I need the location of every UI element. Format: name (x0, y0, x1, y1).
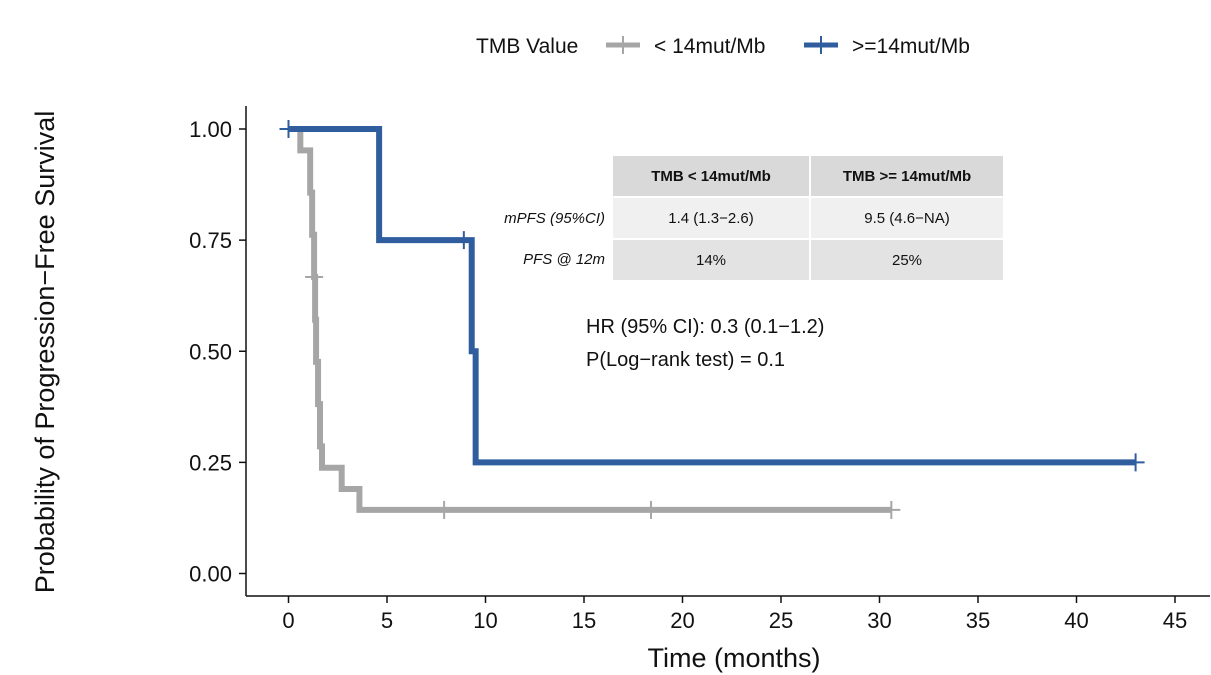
x-tick-label: 5 (381, 608, 393, 633)
table-corner (475, 156, 613, 197)
legend-title: TMB Value (476, 35, 578, 58)
x-tick-label: 15 (572, 608, 596, 633)
x-tick-label: 35 (966, 608, 990, 633)
logrank-p-annotation: P(Log−rank test) = 0.1 (586, 349, 786, 371)
table-cell: 9.5 (4.6−NA) (809, 196, 1003, 239)
y-axis-label: Probability of Progression−Free Survival (30, 111, 60, 593)
x-axis-label: Time (months) (647, 643, 820, 673)
table-cell: 14% (613, 238, 810, 280)
legend-label-series-2: >=14mut/Mb (852, 35, 970, 58)
table-cell: 1.4 (1.3−2.6) (613, 196, 810, 239)
legend: TMB Value < 14mut/Mb >=14mut/Mb (476, 35, 970, 58)
x-tick-label: 45 (1163, 608, 1187, 633)
survival-curve-series-2 (288, 126, 1136, 466)
legend-label-series-1: < 14mut/Mb (654, 35, 765, 58)
table-col-header-2: TMB >= 14mut/Mb (809, 156, 1003, 197)
table-col-header-1: TMB < 14mut/Mb (613, 156, 810, 197)
x-tick-label: 0 (282, 608, 294, 633)
survival-curve-series-1 (288, 126, 892, 513)
survival-curves (279, 120, 1145, 519)
y-tick-label: 0.00 (189, 562, 232, 587)
x-tick-label: 25 (769, 608, 793, 633)
table-cell: 25% (809, 238, 1003, 280)
y-ticks: 0.00 0.25 0.50 0.75 1.00 (189, 117, 246, 587)
table-row: PFS @ 12m 14% 25% (475, 238, 1003, 280)
table-row-label-pfs12: PFS @ 12m (523, 251, 605, 268)
table-row-label-mpfs: mPFS (95%CI) (504, 209, 605, 227)
x-tick-label: 20 (670, 608, 694, 633)
y-tick-label: 0.25 (189, 450, 232, 475)
summary-table: TMB < 14mut/Mb TMB >= 14mut/Mb mPFS (95%… (475, 156, 1003, 280)
y-tick-label: 0.75 (189, 228, 232, 253)
y-tick-label: 1.00 (189, 117, 232, 142)
x-tick-label: 30 (867, 608, 891, 633)
x-tick-label: 40 (1064, 608, 1088, 633)
y-tick-label: 0.50 (189, 339, 232, 364)
x-ticks: 0 5 10 15 20 25 30 35 40 45 (282, 596, 1187, 633)
hazard-ratio-annotation: HR (95% CI): 0.3 (0.1−1.2) (586, 316, 825, 338)
x-tick-label: 10 (473, 608, 497, 633)
table-row: mPFS (95%CI) 1.4 (1.3−2.6) 9.5 (4.6−NA) (475, 196, 1003, 239)
